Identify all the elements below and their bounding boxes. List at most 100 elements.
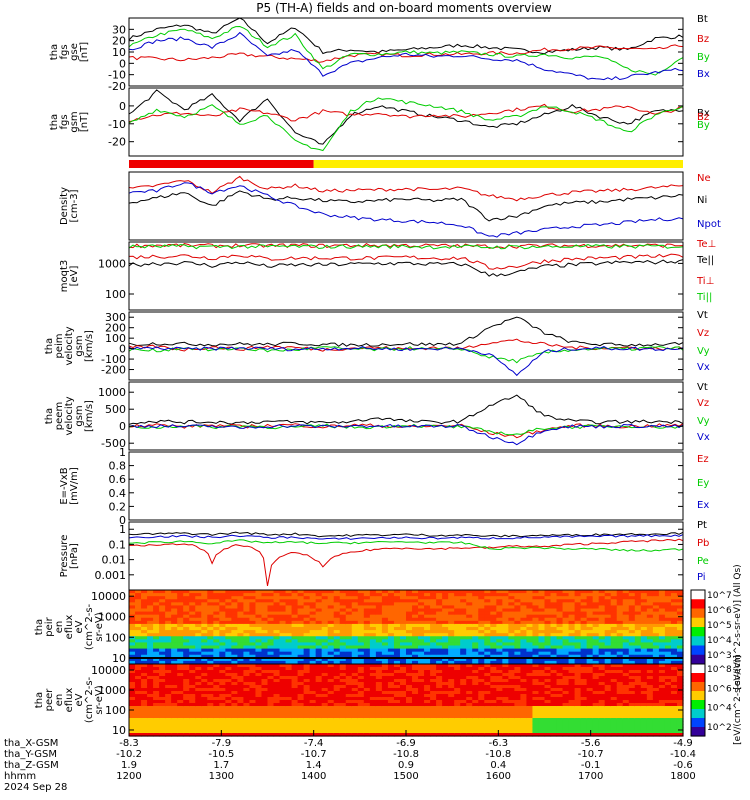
heatmap-cell (213, 724, 220, 728)
heatmap-cell (418, 721, 425, 725)
heatmap-cell (135, 727, 142, 731)
heatmap-cell (399, 657, 407, 662)
heatmap-cell (520, 721, 528, 725)
heatmap-cell (574, 667, 582, 671)
heatmap-cell (622, 703, 630, 707)
heatmap-cell (213, 727, 220, 731)
heatmap-cell (526, 682, 534, 686)
heatmap-cell (381, 706, 389, 710)
heatmap-cell (586, 636, 594, 640)
heatmap-cell (147, 730, 154, 734)
heatmap-cell (610, 627, 618, 631)
heatmap-cell (544, 642, 552, 647)
heatmap-cell (508, 590, 515, 594)
heatmap-cell (508, 721, 515, 725)
heatmap-cell (267, 703, 275, 707)
heatmap-cell (183, 633, 190, 637)
heatmap-cell (243, 599, 251, 603)
heatmap-cell (273, 642, 281, 647)
heatmap-cell (436, 670, 443, 674)
heatmap-cell (466, 614, 473, 619)
heatmap-cell (628, 682, 636, 686)
heatmap-cell (514, 715, 522, 719)
heatmap-cell (363, 620, 371, 625)
heatmap-cell (574, 654, 582, 659)
heatmap-cell (430, 605, 437, 610)
heatmap-cell (345, 639, 353, 644)
heatmap-cell (664, 724, 672, 728)
heatmap-cell (261, 651, 269, 656)
heatmap-cell (430, 611, 437, 616)
heatmap-cell (129, 676, 136, 680)
heatmap-cell (598, 639, 606, 644)
heatmap-cell (586, 596, 594, 600)
heatmap-cell (273, 703, 281, 707)
heatmap-cell (634, 721, 642, 725)
heatmap-cell (628, 623, 636, 628)
heatmap-cell (472, 660, 479, 665)
series-line-By (128, 25, 684, 76)
heatmap-cell (574, 627, 582, 631)
heatmap-cell (321, 642, 329, 647)
heatmap-cell (159, 633, 166, 637)
heatmap-cell (165, 657, 172, 662)
heatmap-cell (147, 654, 154, 659)
heatmap-cell (171, 617, 178, 622)
series-line-Vx (128, 423, 684, 446)
heatmap-cell (436, 676, 443, 680)
heatmap-cell (652, 627, 660, 631)
heatmap-cell (249, 660, 257, 665)
colorbar-tick-label: 10^2 (707, 723, 732, 733)
heatmap-cell (231, 700, 238, 704)
heatmap-cell (279, 685, 287, 689)
heatmap-cell (261, 691, 269, 695)
heatmap-cell (592, 730, 600, 734)
heatmap-cell (550, 721, 558, 725)
heatmap-cell (580, 611, 588, 616)
heatmap-cell (472, 700, 479, 704)
heatmap-cell (231, 694, 238, 698)
heatmap-cell (273, 648, 281, 653)
heatmap-cell (574, 691, 582, 695)
heatmap-cell (255, 639, 263, 644)
heatmap-cell (448, 664, 455, 668)
heatmap-cell (574, 593, 582, 597)
heatmap-cell (646, 724, 654, 728)
heatmap-cell (430, 596, 437, 600)
heatmap-cell (345, 676, 353, 680)
heatmap-cell (496, 645, 503, 650)
heatmap-cell (213, 599, 220, 603)
heatmap-cell (213, 611, 220, 616)
heatmap-cell (249, 685, 257, 689)
heatmap-cell (387, 611, 395, 616)
heatmap-cell (303, 724, 311, 728)
heatmap-cell (544, 697, 552, 701)
heatmap-cell (472, 642, 479, 647)
heatmap-cell (249, 630, 257, 634)
heatmap-cell (147, 697, 154, 701)
heatmap-cell (267, 670, 275, 674)
heatmap-cell (363, 590, 371, 594)
heatmap-cell (640, 627, 648, 631)
heatmap-cell (213, 709, 220, 713)
heatmap-cell (393, 730, 401, 734)
heatmap-cell (273, 614, 281, 619)
heatmap-cell (676, 715, 684, 719)
y-tick-label: -100 (101, 353, 126, 366)
heatmap-cell (574, 642, 582, 647)
heatmap-cell (640, 593, 648, 597)
heatmap-cell (333, 648, 341, 653)
heatmap-cell (490, 700, 497, 704)
heatmap-cell (309, 627, 317, 631)
heatmap-cell (484, 697, 491, 701)
heatmap-cell (207, 593, 214, 597)
heatmap-cell (249, 724, 257, 728)
heatmap-cell (628, 614, 636, 619)
heatmap-cell (604, 697, 612, 701)
heatmap-cell (532, 712, 540, 716)
heatmap-cell (538, 636, 546, 640)
heatmap-cell (646, 682, 654, 686)
heatmap-cell (213, 623, 220, 628)
heatmap-cell (213, 703, 220, 707)
heatmap-cell (466, 670, 473, 674)
